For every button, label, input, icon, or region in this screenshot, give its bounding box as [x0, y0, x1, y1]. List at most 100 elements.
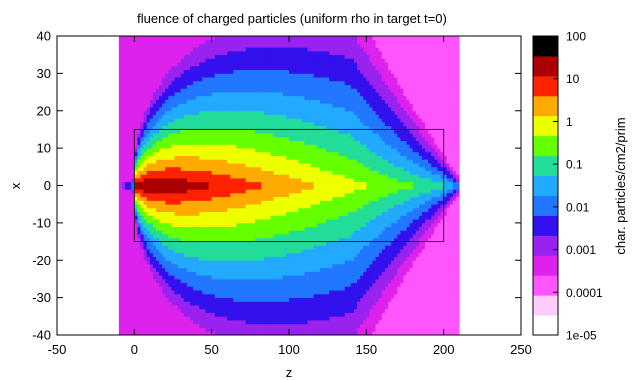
heatmap-cell: [227, 151, 231, 156]
heatmap-cell: [149, 54, 154, 59]
heatmap-cell: [121, 43, 126, 48]
heatmap-cell: [121, 47, 126, 52]
heatmap-cell: [289, 181, 293, 186]
heatmap-cell: [121, 73, 126, 78]
heatmap-cell: [295, 148, 299, 153]
heatmap-cell: [270, 144, 274, 149]
heatmap-cell: [186, 133, 191, 138]
heatmap-cell: [143, 226, 148, 231]
heatmap-cell: [128, 84, 132, 89]
heatmap-cell: [152, 211, 157, 216]
heatmap-cell: [254, 125, 259, 130]
heatmap-cell: [186, 148, 191, 153]
heatmap-cell: [301, 170, 305, 175]
heatmap-cell: [202, 308, 206, 313]
heatmap-cell: [295, 204, 299, 209]
heatmap-cell: [279, 73, 284, 78]
heatmap-cell: [183, 256, 188, 261]
heatmap-cell: [298, 73, 302, 78]
heatmap-cell: [146, 62, 151, 67]
heatmap-cell: [279, 308, 284, 313]
heatmap-cell: [289, 271, 293, 276]
heatmap-cell: [174, 305, 179, 310]
heatmap-cell: [289, 234, 293, 239]
heatmap-cell: [159, 226, 163, 231]
heatmap-cell: [140, 211, 145, 216]
heatmap-cell: [186, 308, 191, 313]
heatmap-cell: [292, 69, 296, 74]
heatmap-cell: [131, 178, 135, 183]
heatmap-cell: [125, 107, 129, 112]
heatmap-cell: [211, 99, 216, 104]
heatmap-cell: [285, 140, 290, 145]
heatmap-cell: [152, 54, 157, 59]
heatmap-cell: [155, 230, 160, 235]
heatmap-cell: [196, 84, 200, 89]
heatmap-cell: [202, 282, 206, 287]
heatmap-cell: [298, 200, 302, 205]
heatmap-cell: [236, 84, 240, 89]
heatmap-cell: [171, 282, 175, 287]
heatmap-cell: [208, 263, 213, 269]
heatmap-cell: [224, 170, 228, 175]
heatmap-cell: [282, 129, 287, 134]
heatmap-cell: [224, 62, 228, 67]
heatmap-cell: [196, 293, 200, 299]
heatmap-cell: [230, 39, 234, 44]
heatmap-cell: [236, 215, 240, 220]
heatmap-cell: [205, 200, 209, 205]
heatmap-cell: [134, 189, 138, 194]
heatmap-cell: [245, 47, 250, 52]
heatmap-cell: [214, 129, 219, 134]
heatmap-cell: [261, 316, 265, 321]
heatmap-cell: [304, 196, 308, 201]
heatmap-cell: [152, 297, 157, 302]
heatmap-cell: [137, 43, 141, 48]
heatmap-cell: [125, 249, 129, 254]
heatmap-cell: [177, 155, 182, 160]
heatmap-cell: [270, 54, 274, 59]
heatmap-cell: [276, 174, 281, 179]
heatmap-cell: [285, 163, 290, 168]
heatmap-cell: [276, 125, 281, 130]
heatmap-cell: [289, 144, 293, 149]
heatmap-cell: [128, 181, 132, 186]
heatmap-cell: [208, 125, 213, 130]
heatmap-cell: [254, 241, 259, 246]
heatmap-cell: [270, 185, 274, 190]
heatmap-cell: [152, 95, 157, 100]
heatmap-cell: [217, 118, 222, 123]
heatmap-cell: [121, 107, 126, 112]
heatmap-cell: [233, 245, 237, 250]
heatmap-cell: [282, 215, 287, 220]
heatmap-cell: [211, 230, 216, 235]
heatmap-cell: [180, 58, 185, 63]
heatmap-cell: [125, 155, 129, 160]
heatmap-cell: [248, 65, 253, 71]
heatmap-cell: [199, 185, 203, 190]
heatmap-cell: [128, 151, 132, 156]
heatmap-cell: [236, 219, 240, 224]
heatmap-cell: [183, 316, 188, 321]
heatmap-cell: [162, 275, 166, 280]
heatmap-cell: [285, 136, 290, 142]
heatmap-cell: [180, 331, 185, 336]
heatmap-cell: [220, 282, 225, 287]
heatmap-cell: [239, 181, 243, 186]
heatmap-cell: [131, 166, 135, 171]
heatmap-cell: [134, 222, 138, 228]
heatmap-cell: [285, 219, 290, 224]
heatmap-cell: [146, 252, 151, 257]
heatmap-cell: [205, 215, 209, 220]
heatmap-cell: [248, 263, 253, 269]
heatmap-cell: [310, 331, 315, 336]
heatmap-cell: [183, 192, 188, 198]
heatmap-cell: [196, 144, 200, 149]
heatmap-cell: [254, 166, 259, 171]
heatmap-cell: [196, 260, 200, 265]
heatmap-cell: [251, 290, 256, 295]
heatmap-cell: [236, 290, 240, 295]
heatmap-cell: [245, 331, 250, 336]
heatmap-cell: [301, 234, 305, 239]
heatmap-cell: [186, 301, 191, 306]
